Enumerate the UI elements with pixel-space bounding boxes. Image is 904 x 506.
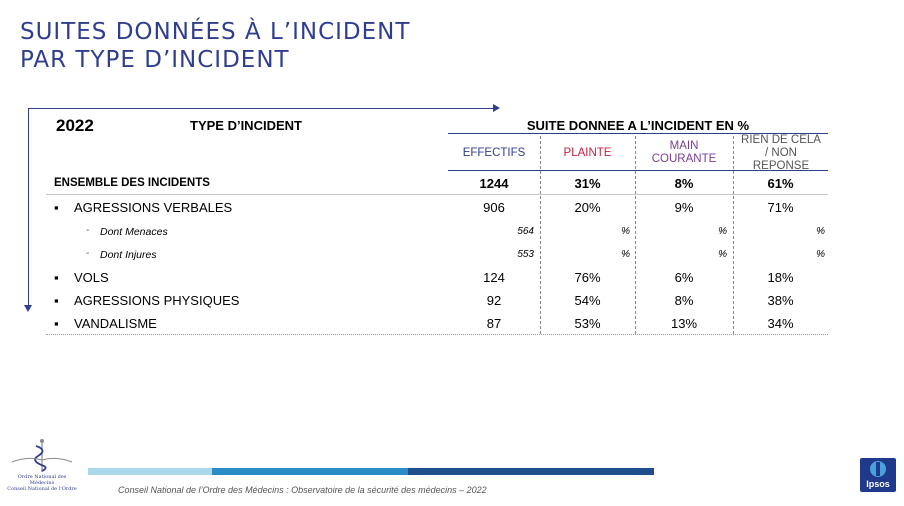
footer-color-bars [88,468,654,475]
cell-effectifs: 87 [486,316,502,331]
ipsos-logo-icon: Ipsos [860,458,896,492]
column-separator [635,136,636,334]
table-row: ▪ VOLS 124 76% 6% 18% [46,266,828,289]
column-separator [540,136,541,334]
cell-plainte: 53% [574,316,601,331]
cell-rien: 38% [767,293,794,308]
row-bullet: ▪ [54,316,59,331]
cell-main-courante: 6% [674,270,694,285]
row-divider [46,334,828,335]
cell-rien: 18% [767,270,794,285]
caduceus-icon [11,439,73,472]
row-label: VOLS [74,270,109,285]
column-header-rien: RIEN DE CELA / NON REPONSE [741,133,821,172]
row-bullet: ▪ [54,200,59,215]
vertical-arrow [24,108,32,312]
cell-effectifs: 564 [517,226,534,237]
header-divider [448,133,828,134]
cell-rien: % [816,226,825,237]
row-label: ENSEMBLE DES INCIDENTS [54,177,210,189]
type-header: TYPE D’INCIDENT [190,118,302,133]
cell-main-courante: 9% [674,200,694,215]
row-label: AGRESSIONS PHYSIQUES [74,293,240,308]
row-label: AGRESSIONS VERBALES [74,200,233,215]
color-bar [212,468,408,475]
year-label: 2022 [56,116,94,135]
cell-main-courante: % [718,249,727,260]
row-bullet: ▪ [54,270,59,285]
cell-plainte: % [621,249,630,260]
cell-plainte: % [621,226,630,237]
row-dash: - [86,248,90,259]
ordre-medecins-logo: Ordre National des Médecins Conseil Nati… [6,436,78,492]
cell-main-courante: 13% [670,316,698,331]
row-label: Dont Injures [100,249,157,261]
title-line-1: SUITES DONNÉES À L’INCIDENT [20,19,411,45]
table-row: ENSEMBLE DES INCIDENTS 1244 31% 8% 61% [46,172,828,195]
ipsos-label: Ipsos [866,479,890,489]
column-header-plainte: PLAINTE [563,146,612,159]
row-dash: - [86,225,90,236]
column-header-effectifs: EFFECTIFS [462,146,526,159]
cell-main-courante: % [718,226,727,237]
header-bottom-line [448,170,828,171]
table-row: - Dont Injures 553 % % % [46,243,828,266]
row-label: VANDALISME [74,316,157,331]
color-bar [88,468,212,475]
table-row: ▪ AGRESSIONS VERBALES 906 20% 9% 71% [46,196,828,219]
cell-plainte: 31% [574,176,601,191]
cell-rien: % [816,249,825,260]
cell-rien: 71% [767,200,794,215]
suite-header: SUITE DONNEE A L’INCIDENT EN % [526,118,750,133]
row-divider [46,194,828,195]
row-label: Dont Menaces [100,226,168,238]
cell-plainte: 76% [574,270,601,285]
ipsos-logo-mark [870,461,886,477]
cell-effectifs: 124 [483,270,505,285]
column-separator [733,136,734,334]
cell-rien: 61% [767,176,794,191]
footer-source: Conseil National de l’Ordre des Médecins… [118,485,487,495]
horizontal-arrow [28,104,500,112]
cell-effectifs: 906 [483,200,505,215]
cell-effectifs: 553 [517,249,534,260]
cell-plainte: 54% [574,293,601,308]
cell-main-courante: 8% [674,176,694,191]
table-row: ▪ AGRESSIONS PHYSIQUES 92 54% 8% 38% [46,289,828,312]
table-row: ▪ VANDALISME 87 53% 13% 34% [46,312,828,335]
cell-effectifs: 1244 [479,176,509,191]
left-logo-name: Ordre National des Médecins [17,474,67,486]
column-header-main-courante: MAIN COURANTE [651,140,717,165]
cell-effectifs: 92 [486,293,502,308]
color-bar [408,468,654,475]
left-logo-sub: Conseil National de l'Ordre [7,486,77,492]
page-title: SUITES DONNÉES À L’INCIDENT PAR TYPE D’I… [20,18,410,74]
row-bullet: ▪ [54,293,59,308]
cell-main-courante: 8% [674,293,694,308]
table-row: - Dont Menaces 564 % % % [46,220,828,243]
cell-rien: 34% [767,316,794,331]
cell-plainte: 20% [574,200,601,215]
title-line-2: PAR TYPE D’INCIDENT [20,47,290,73]
